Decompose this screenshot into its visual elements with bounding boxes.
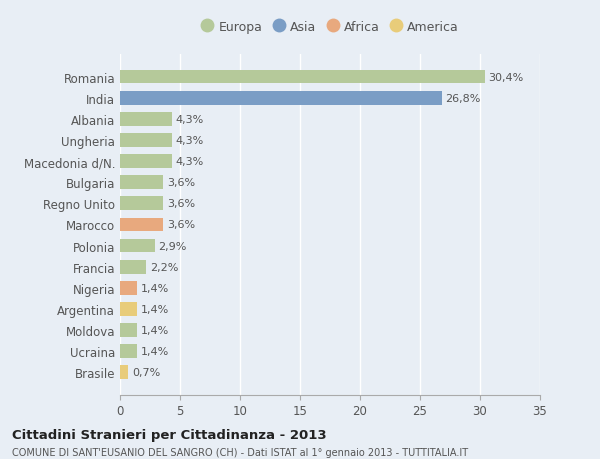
Text: 4,3%: 4,3%	[175, 135, 203, 146]
Text: 1,4%: 1,4%	[140, 283, 169, 293]
Text: 3,6%: 3,6%	[167, 199, 195, 209]
Bar	[120, 324, 137, 337]
Text: 0,7%: 0,7%	[132, 368, 160, 377]
Bar	[120, 71, 485, 84]
Text: 3,6%: 3,6%	[167, 178, 195, 188]
Bar	[120, 134, 172, 147]
Text: 1,4%: 1,4%	[140, 347, 169, 356]
Text: 2,9%: 2,9%	[158, 241, 187, 251]
Text: COMUNE DI SANT'EUSANIO DEL SANGRO (CH) - Dati ISTAT al 1° gennaio 2013 - TUTTITA: COMUNE DI SANT'EUSANIO DEL SANGRO (CH) -…	[12, 448, 468, 457]
Bar	[120, 92, 442, 105]
Text: 3,6%: 3,6%	[167, 220, 195, 230]
Bar	[120, 197, 163, 211]
Text: 30,4%: 30,4%	[488, 73, 524, 82]
Bar	[120, 239, 155, 253]
Bar	[120, 155, 172, 168]
Text: 2,2%: 2,2%	[150, 262, 178, 272]
Bar	[120, 218, 163, 232]
Text: 1,4%: 1,4%	[140, 325, 169, 335]
Text: 26,8%: 26,8%	[445, 94, 481, 103]
Bar	[120, 345, 137, 358]
Bar	[120, 366, 128, 379]
Text: 4,3%: 4,3%	[175, 157, 203, 167]
Text: 4,3%: 4,3%	[175, 115, 203, 124]
Legend: Europa, Asia, Africa, America: Europa, Asia, Africa, America	[197, 17, 463, 38]
Text: 1,4%: 1,4%	[140, 304, 169, 314]
Bar	[120, 302, 137, 316]
Text: Cittadini Stranieri per Cittadinanza - 2013: Cittadini Stranieri per Cittadinanza - 2…	[12, 428, 326, 442]
Bar	[120, 112, 172, 126]
Bar	[120, 176, 163, 190]
Bar	[120, 281, 137, 295]
Bar	[120, 260, 146, 274]
